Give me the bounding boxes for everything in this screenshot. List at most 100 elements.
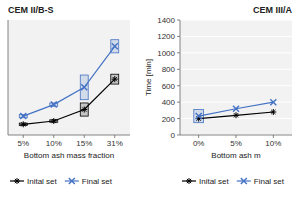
marker-stroke [196, 113, 202, 119]
marker-stroke [233, 106, 239, 112]
marker-stroke [51, 102, 57, 108]
marker-stroke [113, 77, 117, 81]
legend-label: Inital set [27, 177, 58, 186]
marker-stroke [21, 122, 25, 126]
data-area [194, 99, 277, 123]
legend: Inital set Final set [10, 177, 113, 186]
marker [270, 99, 276, 105]
marker [20, 121, 26, 127]
y-tick-label: 400 [162, 98, 176, 107]
marker-stroke [271, 110, 275, 114]
y-tick [177, 102, 180, 103]
x-tick [114, 135, 115, 138]
marker [241, 178, 247, 184]
marker-stroke [113, 77, 117, 81]
marker-stroke [196, 113, 202, 119]
marker [51, 102, 57, 108]
marker-stroke [270, 99, 276, 105]
marker-stroke [112, 43, 118, 49]
y-axis [8, 20, 9, 135]
marker [81, 84, 87, 90]
title: CEM III/A [253, 5, 293, 15]
marker-stroke [271, 110, 275, 114]
legend-label: Final set [82, 177, 113, 186]
y-tick-label: 800 [162, 65, 176, 74]
marker-stroke [82, 107, 86, 111]
legend-label: Inital set [199, 177, 230, 186]
x-tick [53, 135, 54, 138]
error-box [80, 75, 88, 100]
y-tick [177, 20, 180, 21]
marker-stroke [82, 107, 86, 111]
x-axis-label: Bottom ash mass fraction [24, 151, 114, 160]
x-tick-label: 5% [17, 139, 29, 148]
marker [112, 43, 118, 49]
y-axis-label: Time [min] [144, 59, 153, 96]
y-tick [177, 135, 180, 136]
marker [81, 107, 87, 113]
grid-line [180, 69, 292, 70]
marker [186, 178, 192, 184]
title: CEM II/B-S [8, 5, 54, 15]
marker-stroke [15, 179, 19, 183]
error-box [194, 110, 204, 123]
grid-line [180, 102, 292, 103]
y-tick-label: 0 [171, 131, 176, 140]
x-axis-label: Bottom ash m [211, 151, 261, 160]
marker-stroke [15, 179, 19, 183]
marker-stroke [234, 113, 238, 117]
marker-stroke [241, 178, 247, 184]
y-tick [177, 36, 180, 37]
plot-background [8, 20, 130, 135]
chart-root: CEM II/B-S5%10%15%31%Bottom ash mass fra… [0, 0, 300, 200]
marker-stroke [51, 102, 57, 108]
marker [196, 113, 202, 119]
marker-stroke [20, 113, 26, 119]
marker-stroke [234, 113, 238, 117]
x-tick-label: 31% [107, 139, 123, 148]
x-tick [84, 135, 85, 138]
y-tick-label: 1400 [157, 16, 175, 25]
x-tick-label: 15% [76, 139, 92, 148]
y-tick [177, 69, 180, 70]
x-tick [198, 135, 199, 138]
marker-stroke [20, 113, 26, 119]
y-tick-label: 200 [162, 115, 176, 124]
x-tick [23, 135, 24, 138]
grid-line [180, 85, 292, 86]
grid-line [180, 52, 292, 53]
marker-stroke [112, 43, 118, 49]
series-line [199, 112, 274, 119]
grid-line [180, 20, 292, 21]
marker-stroke [241, 178, 247, 184]
series-line [23, 46, 115, 116]
y-tick-label: 600 [162, 82, 176, 91]
series-line [23, 79, 115, 124]
marker [233, 106, 239, 112]
marker-stroke [21, 122, 25, 126]
x-tick [273, 135, 274, 138]
x-tick [236, 135, 237, 138]
marker [14, 178, 20, 184]
y-tick [177, 52, 180, 53]
marker-stroke [233, 106, 239, 112]
legend: Inital set Final set [182, 177, 285, 186]
marker [51, 118, 57, 124]
x-tick-label: 5% [230, 139, 242, 148]
x-tick-label: 0% [193, 139, 205, 148]
marker-stroke [270, 99, 276, 105]
marker-stroke [187, 179, 191, 183]
marker-stroke [81, 84, 87, 90]
data-area [19, 40, 118, 128]
x-axis [8, 135, 130, 136]
marker-stroke [69, 178, 75, 184]
y-tick-label: 1200 [157, 32, 175, 41]
marker-stroke [52, 119, 56, 123]
marker-stroke [52, 119, 56, 123]
y-axis [180, 20, 181, 135]
marker-stroke [69, 178, 75, 184]
marker [233, 112, 239, 118]
legend-label: Final set [254, 177, 285, 186]
panel: CEM III/A02004006008001000120014000%5%10… [144, 5, 292, 186]
plot-background [180, 20, 292, 135]
